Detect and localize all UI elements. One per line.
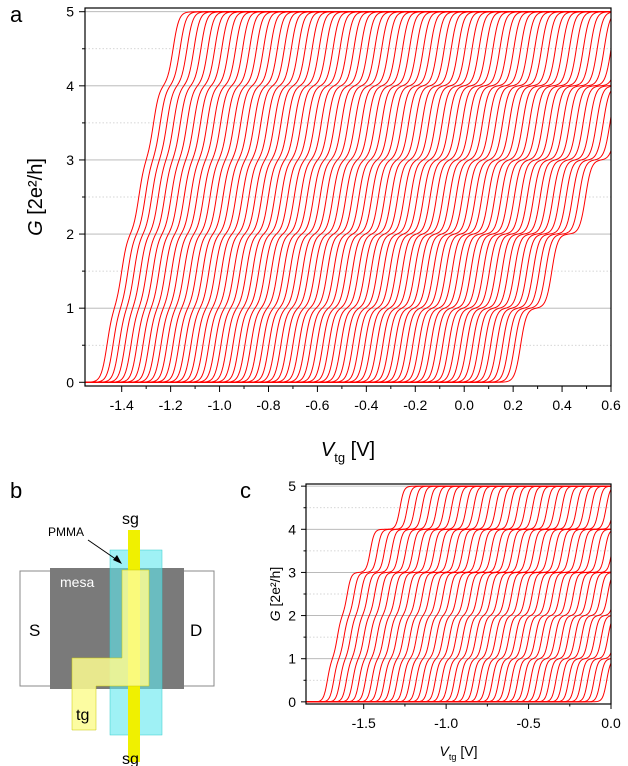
trace-line <box>85 113 611 383</box>
y-tick-label: 0 <box>288 694 296 710</box>
trace-line <box>85 149 611 383</box>
y-axis-label: G [2e²/h] <box>25 158 47 236</box>
device-schematic: S D mesa sg sg tg PMMA <box>19 511 215 766</box>
x-tick-label: 0.6 <box>601 397 621 413</box>
pmma-label: PMMA <box>48 525 84 539</box>
x-tick-label: -1.0 <box>434 715 458 731</box>
y-tick-label: 4 <box>66 78 74 94</box>
panel-letter-a: a <box>10 2 23 27</box>
top-gate <box>71 569 150 731</box>
x-tick-label: -0.5 <box>517 715 541 731</box>
x-tick-label: 0.0 <box>601 715 621 731</box>
x-tick-label: -0.8 <box>256 397 280 413</box>
side-gate-bottom-label: sg <box>122 751 139 766</box>
x-tick-label: -1.5 <box>352 715 376 731</box>
mesa-label: mesa <box>60 574 94 590</box>
x-tick-label: -0.4 <box>354 397 378 413</box>
y-tick-label: 5 <box>288 478 296 494</box>
y-tick-label: 5 <box>66 4 74 20</box>
trace-line <box>306 615 611 703</box>
y-tick-label: 1 <box>66 300 74 316</box>
y-tick-label: 4 <box>288 521 296 537</box>
pmma-pointer-arrowhead <box>113 555 122 564</box>
x-tick-label: -1.4 <box>110 397 134 413</box>
x-tick-label: 0.4 <box>552 397 572 413</box>
panel-letter-c: c <box>240 478 251 503</box>
panel-letter-b: b <box>10 478 23 503</box>
x-tick-label: 0.0 <box>454 397 474 413</box>
x-tick-label: -1.0 <box>207 397 231 413</box>
chart-c: -1.5 -1.0 -0.5 0.0 0 1 2 3 4 5 Vtg [V] G [2e²/h] <box>267 478 621 762</box>
y-tick-label: 2 <box>288 608 296 624</box>
top-gate-label: tg <box>76 707 89 724</box>
x-tick-label: -1.2 <box>159 397 183 413</box>
y-axis-label: G [2e²/h] <box>267 567 283 621</box>
trace-line <box>306 662 611 703</box>
y-tick-label: 3 <box>288 564 296 580</box>
source-label: S <box>29 621 40 640</box>
trace-line <box>85 89 611 383</box>
drain-label: D <box>190 621 202 640</box>
x-axis-label: Vtg [V] <box>321 439 375 465</box>
x-tick-label: 0.2 <box>503 397 523 413</box>
y-tick-label: 3 <box>66 152 74 168</box>
x-tick-label: -0.2 <box>403 397 427 413</box>
side-gate-top-label: sg <box>122 511 139 528</box>
drain-contact <box>179 570 215 687</box>
x-axis-label: Vtg [V] <box>440 743 478 762</box>
chart-a: -1.4 -1.2 -1.0 -0.8 -0.6 -0.4 -0.2 0.0 0.2 0.4 0.6… <box>25 4 621 465</box>
y-tick-label: 2 <box>66 226 74 242</box>
y-tick-label: 1 <box>288 651 296 667</box>
x-tick-label: -0.6 <box>305 397 329 413</box>
y-tick-label: 0 <box>66 374 74 390</box>
